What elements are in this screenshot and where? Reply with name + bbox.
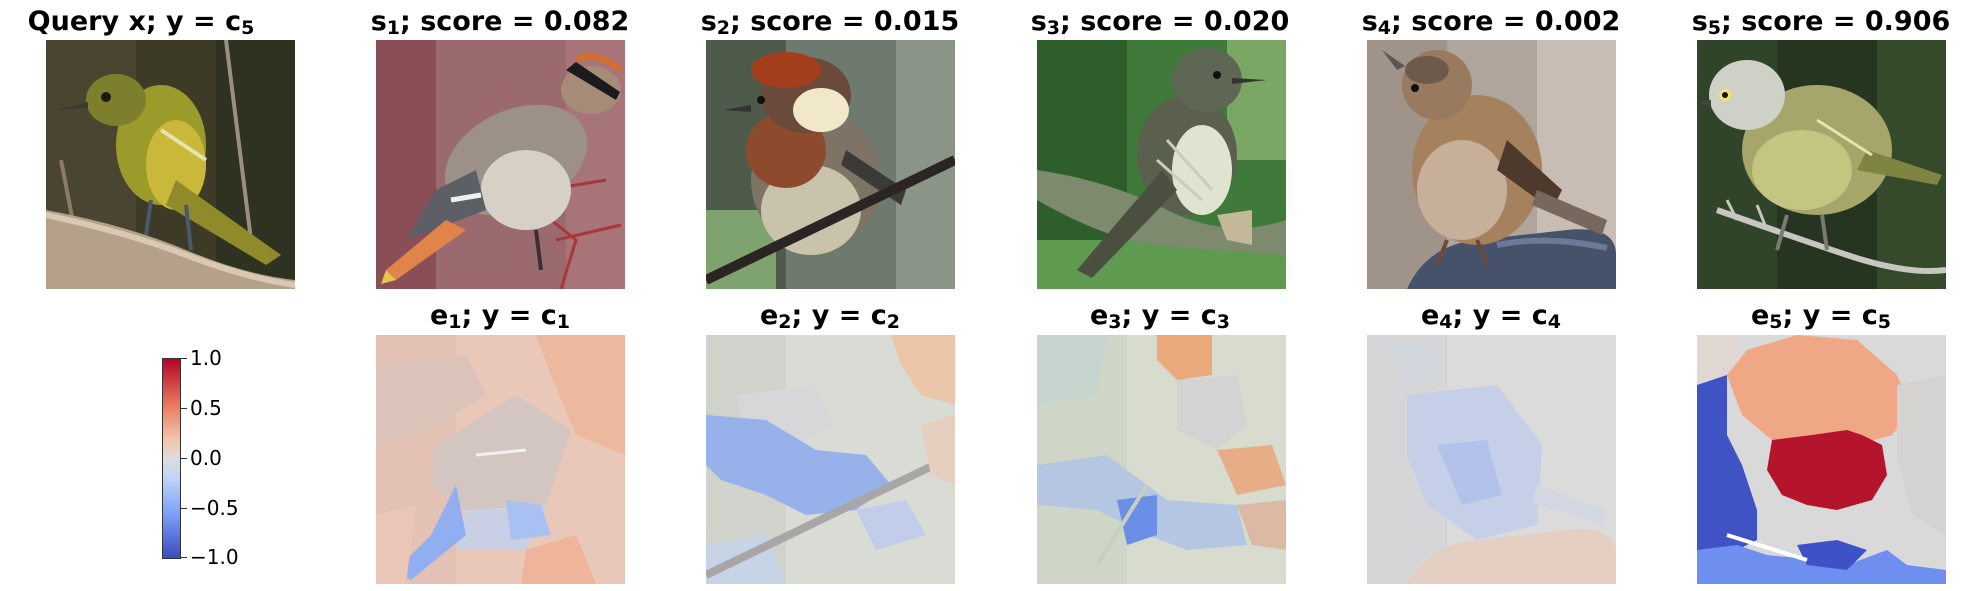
- colorbar-gradient: [162, 358, 181, 559]
- colorbar-tick: [181, 358, 187, 359]
- explanation-1-heatmap: [376, 335, 625, 584]
- query-bird-image: [46, 40, 295, 289]
- query-title: Query x; y = c5: [27, 6, 255, 39]
- colorbar-tick: [181, 557, 187, 558]
- explanation-2-heatmap: [706, 335, 955, 584]
- explanation-3-heatmap: [1037, 335, 1286, 584]
- explanation-4-title: e4; y = c4: [1420, 300, 1562, 333]
- sample-3-bird-image: [1037, 40, 1286, 289]
- sample-1-title: s1; score = 0.082: [370, 6, 630, 39]
- colorbar-tick: [181, 458, 187, 459]
- sample-5-title: s5; score = 0.906: [1691, 6, 1951, 39]
- explanation-5-heatmap: [1697, 335, 1946, 584]
- colorbar-tick: [181, 408, 187, 409]
- sample-5-bird-image: [1697, 40, 1946, 289]
- colorbar-tick-label: −0.5: [190, 496, 239, 520]
- colorbar-tick-label: 1.0: [190, 346, 222, 370]
- sample-3-title: s3; score = 0.020: [1030, 6, 1290, 39]
- sample-4-title: s4; score = 0.002: [1361, 6, 1621, 39]
- colorbar-tick-label: −1.0: [190, 545, 239, 569]
- explanation-5-title: e5; y = c5: [1750, 300, 1892, 333]
- colorbar-tick-label: 0.0: [190, 446, 222, 470]
- sample-2-bird-image: [706, 40, 955, 289]
- sample-4-bird-image: [1367, 40, 1616, 289]
- explanation-2-title: e2; y = c2: [759, 300, 901, 333]
- colorbar-tick: [181, 508, 187, 509]
- sample-2-title: s2; score = 0.015: [700, 6, 960, 39]
- explanation-4-heatmap: [1367, 335, 1616, 584]
- explanation-3-title: e3; y = c3: [1089, 300, 1231, 333]
- colorbar-tick-label: 0.5: [190, 396, 222, 420]
- sample-1-bird-image: [376, 40, 625, 289]
- explanation-1-title: e1; y = c1: [429, 300, 571, 333]
